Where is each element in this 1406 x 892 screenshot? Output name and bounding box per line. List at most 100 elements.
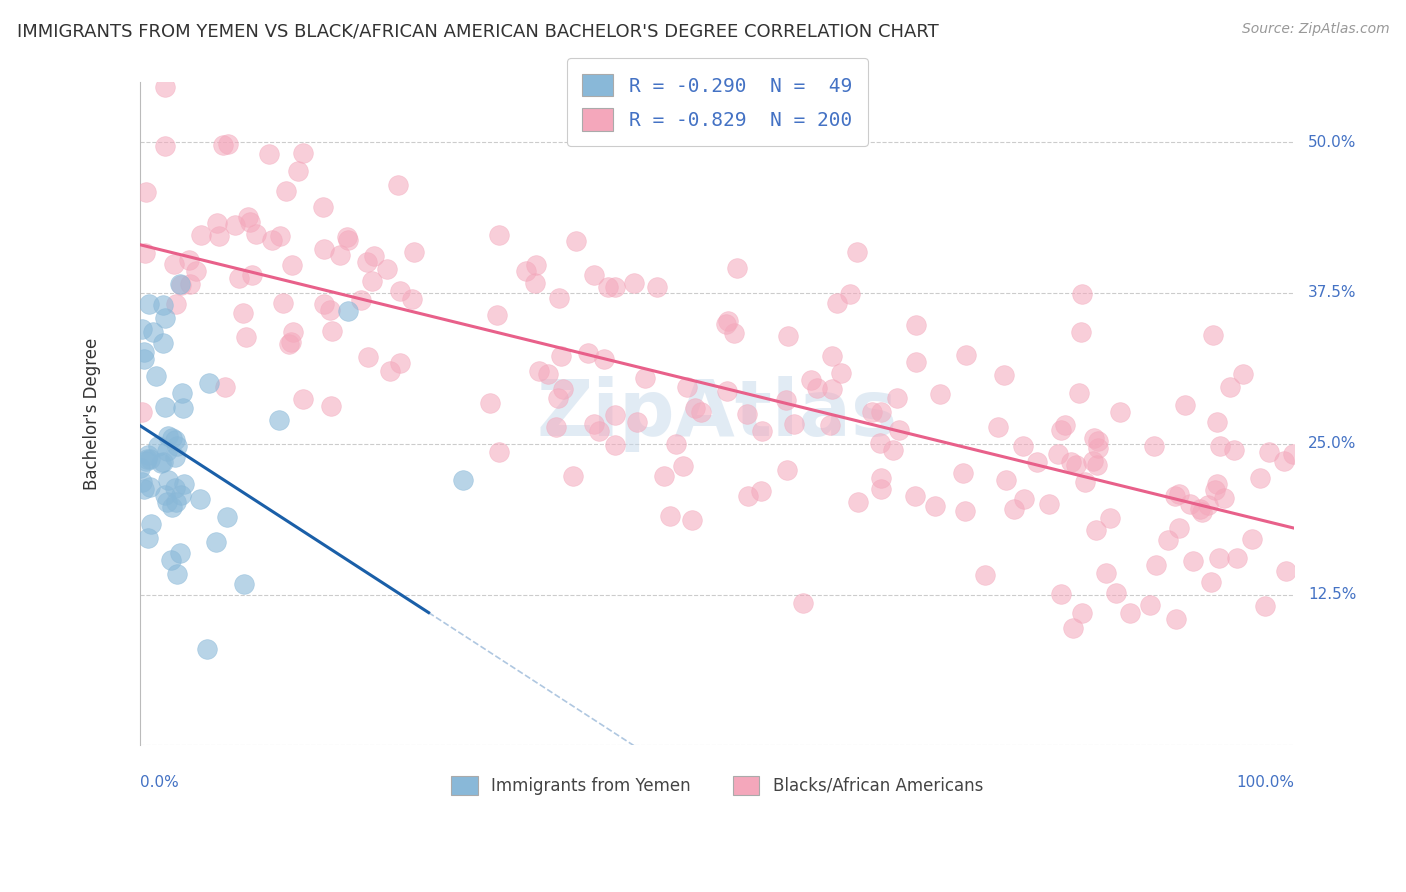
- Point: [134, 245, 156, 260]
- Point: [179, 253, 201, 268]
- Point: [806, 381, 828, 395]
- Point: [986, 419, 1008, 434]
- Point: [170, 488, 193, 502]
- Point: [800, 373, 823, 387]
- Point: [1282, 447, 1305, 461]
- Point: [267, 412, 290, 426]
- Point: [993, 368, 1015, 383]
- Point: [172, 385, 194, 400]
- Point: [451, 473, 474, 487]
- Text: ZipAtlas: ZipAtlas: [537, 376, 898, 451]
- Point: [129, 460, 152, 475]
- Point: [205, 216, 228, 230]
- Point: [1050, 423, 1073, 437]
- Point: [136, 531, 159, 545]
- Point: [389, 356, 412, 370]
- Text: 25.0%: 25.0%: [1308, 436, 1357, 451]
- Point: [659, 508, 682, 523]
- Point: [1182, 554, 1205, 568]
- Point: [1038, 497, 1060, 511]
- Point: [148, 439, 170, 453]
- Point: [287, 164, 309, 178]
- Point: [142, 326, 165, 340]
- Point: [1206, 415, 1229, 429]
- Point: [363, 249, 385, 263]
- Point: [645, 280, 668, 294]
- Text: 37.5%: 37.5%: [1308, 285, 1357, 301]
- Point: [135, 185, 157, 199]
- Point: [623, 276, 645, 290]
- Point: [235, 330, 257, 344]
- Point: [404, 245, 426, 260]
- Point: [139, 517, 162, 532]
- Point: [524, 276, 547, 290]
- Point: [1219, 380, 1241, 394]
- Point: [165, 494, 187, 508]
- Point: [1012, 492, 1035, 507]
- Point: [827, 296, 849, 310]
- Point: [1002, 502, 1025, 516]
- Point: [603, 280, 626, 294]
- Point: [159, 553, 181, 567]
- Point: [681, 513, 703, 527]
- Point: [1064, 458, 1087, 472]
- Point: [157, 428, 180, 442]
- Point: [818, 417, 841, 432]
- Point: [163, 257, 186, 271]
- Point: [292, 392, 315, 406]
- Point: [136, 451, 159, 466]
- Point: [166, 439, 188, 453]
- Point: [716, 317, 738, 331]
- Text: 100.0%: 100.0%: [1236, 775, 1295, 790]
- Point: [276, 184, 298, 198]
- Point: [870, 405, 893, 419]
- Text: 50.0%: 50.0%: [1308, 135, 1357, 150]
- Point: [138, 297, 160, 311]
- Point: [1274, 565, 1296, 579]
- Point: [179, 277, 201, 292]
- Point: [131, 321, 153, 335]
- Point: [356, 255, 378, 269]
- Point: [723, 326, 745, 340]
- Text: 0.0%: 0.0%: [141, 775, 179, 790]
- Point: [135, 454, 157, 468]
- Point: [170, 277, 193, 292]
- Point: [1188, 502, 1211, 516]
- Point: [870, 482, 893, 496]
- Point: [169, 545, 191, 559]
- Point: [690, 404, 713, 418]
- Point: [156, 494, 179, 508]
- Point: [236, 210, 259, 224]
- Point: [488, 228, 510, 243]
- Point: [846, 244, 869, 259]
- Point: [737, 489, 759, 503]
- Legend: Immigrants from Yemen, Blacks/African Americans: Immigrants from Yemen, Blacks/African Am…: [443, 767, 991, 804]
- Point: [1212, 491, 1234, 505]
- Point: [1163, 489, 1185, 503]
- Point: [190, 228, 212, 243]
- Point: [889, 423, 911, 437]
- Point: [378, 364, 401, 378]
- Point: [550, 349, 572, 363]
- Point: [280, 335, 302, 350]
- Point: [321, 324, 343, 338]
- Point: [820, 349, 842, 363]
- Point: [562, 468, 585, 483]
- Point: [257, 146, 280, 161]
- Point: [1081, 453, 1104, 467]
- Point: [214, 379, 236, 393]
- Point: [1083, 431, 1105, 445]
- Point: [1085, 458, 1108, 472]
- Point: [924, 500, 946, 514]
- Point: [239, 215, 262, 229]
- Point: [1067, 385, 1090, 400]
- Text: Source: ZipAtlas.com: Source: ZipAtlas.com: [1241, 22, 1389, 37]
- Point: [153, 401, 176, 415]
- Point: [1199, 574, 1222, 589]
- Point: [329, 248, 352, 262]
- Point: [486, 308, 509, 322]
- Point: [1070, 606, 1092, 620]
- Point: [401, 292, 423, 306]
- Point: [152, 336, 174, 351]
- Point: [1168, 521, 1191, 535]
